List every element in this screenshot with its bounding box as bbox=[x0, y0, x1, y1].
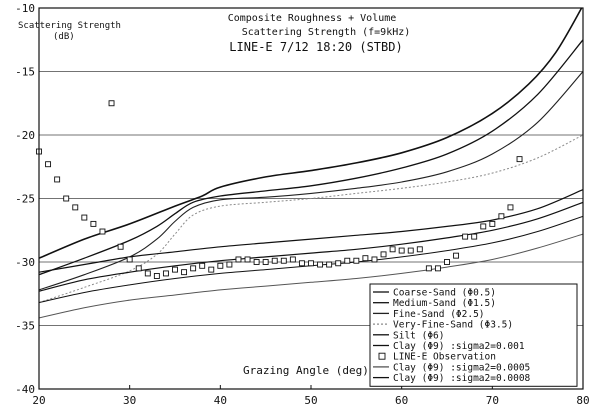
observation-point bbox=[398, 247, 405, 254]
observation-point bbox=[244, 256, 251, 263]
x-tick-label: 80 bbox=[576, 394, 589, 407]
observation-point bbox=[135, 265, 142, 272]
observation-point bbox=[425, 265, 432, 272]
observation-point bbox=[326, 261, 333, 268]
observation-point bbox=[344, 257, 351, 264]
observation-point bbox=[489, 220, 496, 227]
observation-point bbox=[280, 257, 287, 264]
observation-point bbox=[108, 100, 115, 107]
observation-point bbox=[99, 228, 106, 235]
legend-label: LINE-E Observation bbox=[393, 352, 496, 363]
legend-label: Silt (Φ6) bbox=[393, 330, 444, 341]
legend-box bbox=[369, 283, 578, 387]
observation-point bbox=[153, 273, 160, 279]
legend-swatch-square bbox=[378, 352, 386, 360]
x-tick-label: 30 bbox=[123, 394, 136, 407]
observation-point bbox=[335, 260, 342, 267]
chart-title-line-1: Composite Roughness + Volume bbox=[228, 13, 397, 24]
observation-point bbox=[81, 214, 88, 221]
legend-label: Clay (Φ9) :sigma2=0.0005 bbox=[393, 362, 530, 373]
observation-point bbox=[434, 265, 441, 272]
series-layer bbox=[39, 8, 583, 319]
observation-point bbox=[72, 204, 79, 211]
observation-point bbox=[371, 256, 378, 263]
observation-point bbox=[471, 233, 478, 240]
y-axis-label-line-1: Scattering Strength bbox=[18, 21, 121, 31]
observation-point bbox=[144, 270, 151, 277]
observation-point bbox=[407, 247, 414, 254]
observation-point bbox=[190, 265, 197, 272]
y-tick-label: -30 bbox=[15, 256, 35, 269]
observation-point bbox=[162, 270, 169, 277]
observation-point bbox=[289, 256, 296, 263]
x-tick-label: 40 bbox=[214, 394, 227, 407]
legend-label: Clay (Φ9) :sigma2=0.0008 bbox=[393, 373, 531, 384]
x-axis-label: Grazing Angle (deg) bbox=[243, 364, 369, 377]
observation-point bbox=[63, 195, 70, 202]
observation-point bbox=[444, 259, 450, 265]
chart-title-line-3: LINE-E 7/12 18:20 (STBD) bbox=[229, 40, 402, 54]
observation-point bbox=[54, 176, 61, 183]
observation-points bbox=[36, 100, 523, 279]
observation-point bbox=[235, 256, 242, 263]
observation-point bbox=[262, 259, 269, 265]
series-line-6 bbox=[39, 201, 583, 292]
observation-point bbox=[199, 262, 206, 269]
series-line-1 bbox=[39, 8, 583, 259]
observation-point bbox=[317, 261, 324, 268]
legend-label: Clay (Φ9) :sigma2=0.001 bbox=[393, 341, 525, 352]
observation-point bbox=[498, 213, 505, 220]
observation-point bbox=[253, 259, 260, 265]
y-tick-label: -35 bbox=[15, 320, 35, 333]
series-line-3 bbox=[39, 71, 583, 291]
observation-point bbox=[380, 251, 387, 258]
series-line-7 bbox=[39, 233, 583, 319]
observation-point bbox=[416, 246, 423, 253]
y-tick-label: -15 bbox=[15, 66, 35, 79]
observation-point bbox=[507, 204, 514, 211]
chart-title-line-2: Scattering Strength (f=9kHz) bbox=[242, 27, 411, 38]
observation-point bbox=[389, 246, 396, 253]
y-tick-label: -10 bbox=[15, 2, 35, 15]
observation-point bbox=[362, 255, 369, 262]
observation-point bbox=[516, 156, 523, 163]
observation-point bbox=[308, 260, 314, 267]
y-tick-label: -25 bbox=[15, 193, 35, 206]
observation-point bbox=[480, 223, 487, 230]
y-tick-label: -20 bbox=[15, 129, 35, 142]
observation-point bbox=[45, 161, 52, 168]
observation-point bbox=[217, 262, 224, 269]
x-tick-label: 60 bbox=[395, 394, 408, 407]
observation-point bbox=[353, 257, 360, 264]
observation-point bbox=[208, 266, 215, 273]
observation-point bbox=[172, 266, 178, 273]
legend-label: Medium-Sand (Φ1.5) bbox=[393, 298, 496, 309]
legend: Coarse-Sand (Φ0.5)Medium-Sand (Φ1.5)Fine… bbox=[369, 283, 578, 387]
observation-point bbox=[271, 257, 278, 264]
observation-point bbox=[462, 233, 469, 240]
legend-label: Fine-Sand (Φ2.5) bbox=[393, 309, 485, 320]
legend-label: Very-Fine-Sand (Φ3.5) bbox=[393, 320, 513, 331]
observation-point bbox=[226, 261, 233, 268]
y-tick-label: -40 bbox=[15, 383, 35, 396]
series-line-4 bbox=[39, 134, 583, 304]
series-line-2 bbox=[39, 39, 583, 276]
legend-label: Coarse-Sand (Φ0.5) bbox=[393, 288, 496, 299]
x-tick-label: 50 bbox=[304, 394, 317, 407]
x-tick-label: 20 bbox=[32, 394, 45, 407]
x-tick-label: 70 bbox=[486, 394, 499, 407]
observation-point bbox=[298, 260, 305, 267]
observation-point bbox=[90, 220, 97, 227]
observation-point bbox=[453, 252, 460, 259]
observation-point bbox=[181, 269, 188, 276]
observation-point bbox=[117, 243, 124, 250]
y-axis-label-line-2: (dB) bbox=[53, 32, 75, 42]
observation-point bbox=[126, 256, 133, 263]
